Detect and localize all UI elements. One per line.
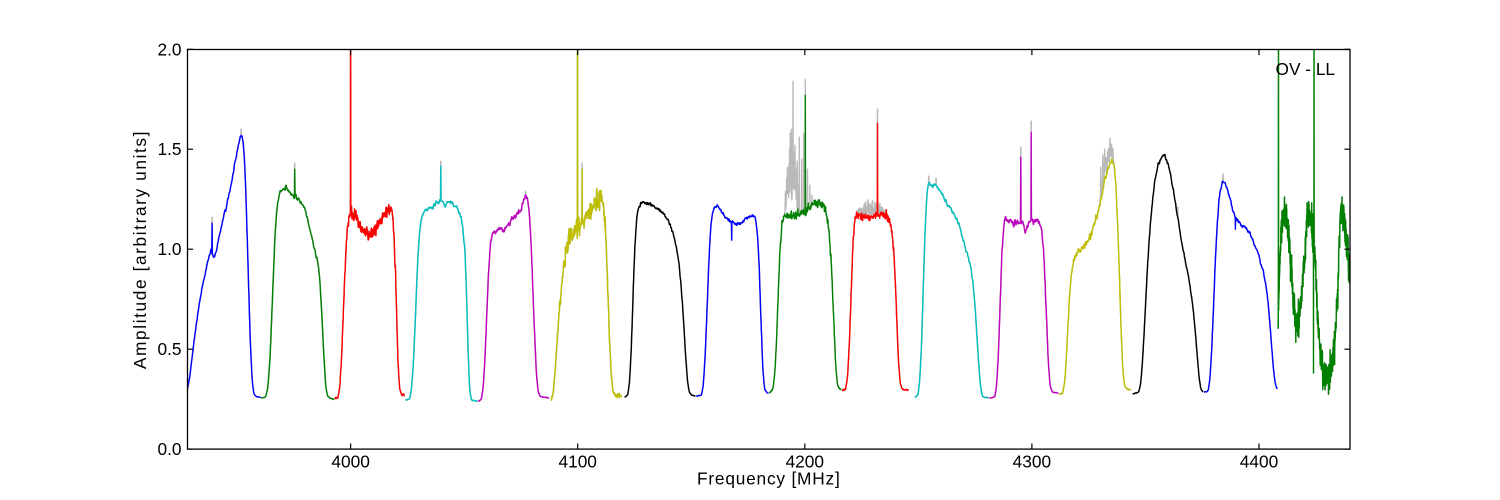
svg-text:4300: 4300 <box>1013 452 1051 472</box>
svg-text:1.5: 1.5 <box>157 139 181 159</box>
svg-text:Frequency [MHz]: Frequency [MHz] <box>697 469 841 489</box>
svg-text:4000: 4000 <box>331 452 369 472</box>
svg-text:2.0: 2.0 <box>157 39 181 59</box>
svg-text:4400: 4400 <box>1240 452 1278 472</box>
svg-text:Amplitude [arbitrary units]: Amplitude [arbitrary units] <box>130 130 150 369</box>
svg-text:OV - LL: OV - LL <box>1276 59 1336 79</box>
svg-text:0.5: 0.5 <box>157 339 181 359</box>
svg-text:4200: 4200 <box>786 452 824 472</box>
svg-text:4100: 4100 <box>558 452 596 472</box>
svg-text:1.0: 1.0 <box>157 239 181 259</box>
svg-text:0.0: 0.0 <box>157 439 181 459</box>
